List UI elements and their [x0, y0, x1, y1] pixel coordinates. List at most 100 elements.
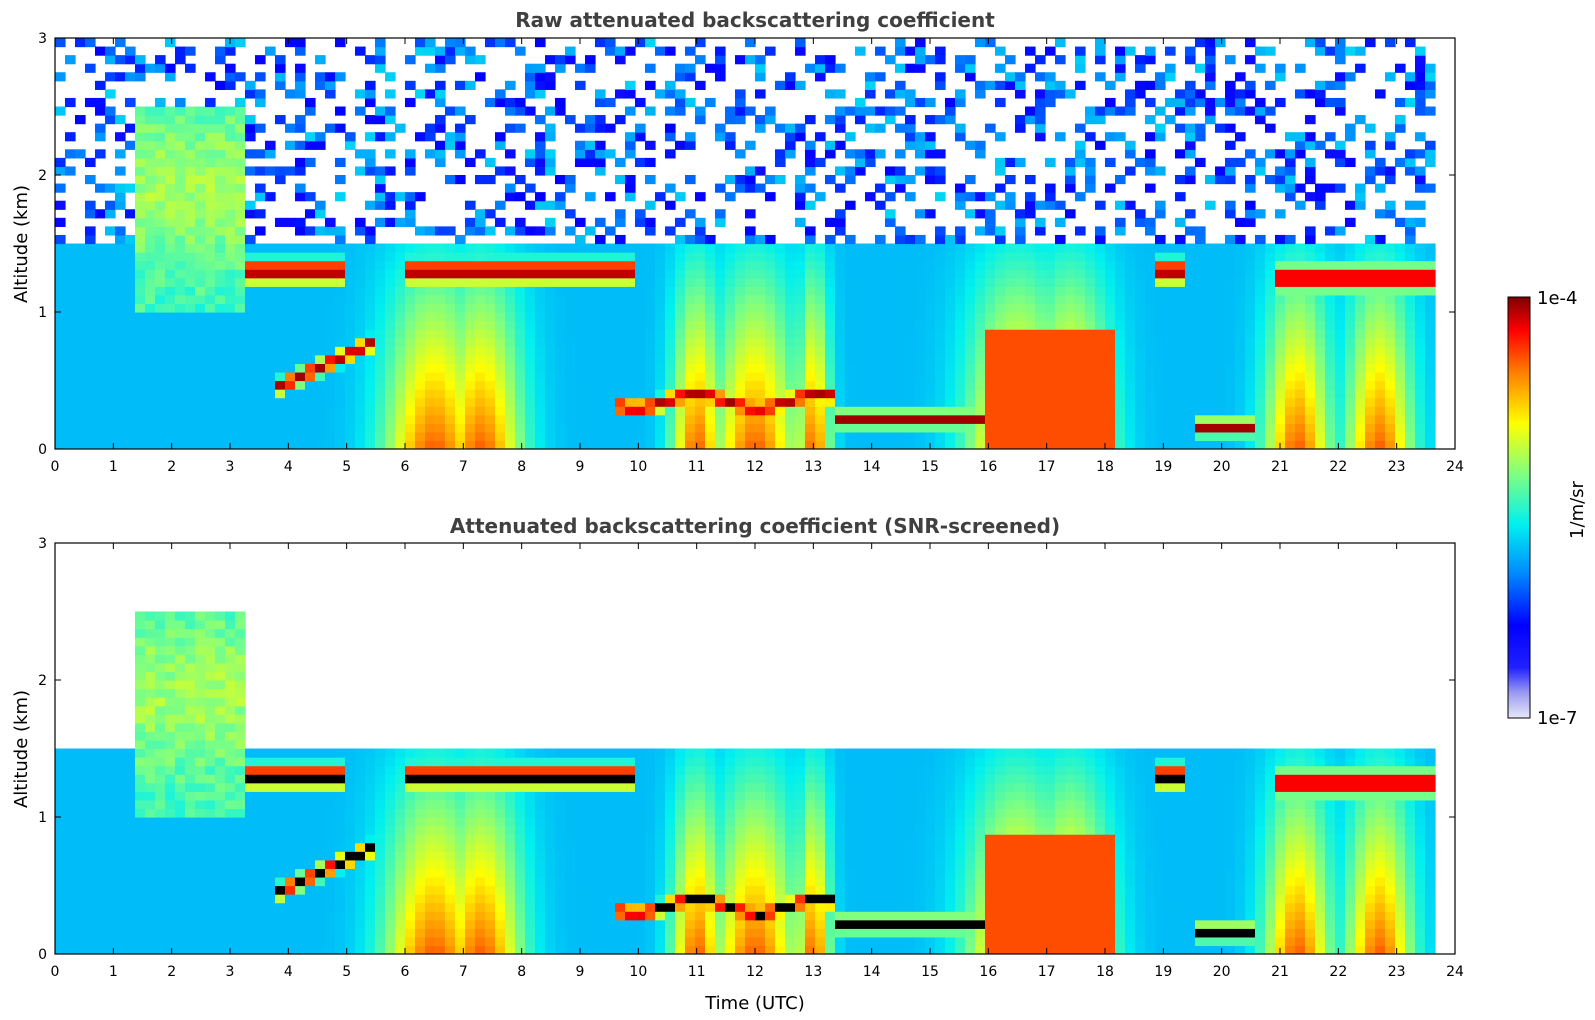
heatmap-cell [985, 346, 996, 356]
heatmap-cell [945, 329, 956, 339]
heatmap-cell [945, 243, 956, 253]
heatmap-cell [355, 354, 366, 364]
heatmap-cell [915, 286, 926, 296]
heatmap-cell [1195, 157, 1206, 168]
heatmap-cell [1235, 303, 1246, 313]
heatmap-cell [815, 260, 826, 270]
heatmap-cell [1225, 320, 1236, 330]
heatmap-cell [735, 89, 746, 99]
heatmap-cell [655, 277, 666, 287]
heatmap-cell [1215, 346, 1226, 356]
heatmap-cell [415, 380, 426, 390]
heatmap-cell [925, 132, 936, 142]
heatmap-cell [695, 320, 706, 330]
heatmap-cell [255, 423, 266, 433]
heatmap-cell [205, 97, 216, 108]
heatmap-cell [1185, 312, 1196, 322]
heatmap-cell [1325, 423, 1336, 433]
heatmap-cell [55, 902, 66, 912]
heatmap-cell [865, 346, 876, 356]
heatmap-cell [755, 406, 766, 416]
heatmap-cell [1415, 55, 1426, 65]
heatmap-cell [165, 192, 176, 202]
heatmap-cell [1305, 363, 1316, 373]
heatmap-cell [915, 371, 926, 382]
heatmap-cell [575, 389, 586, 399]
heatmap-cell [645, 303, 656, 313]
heatmap-cell [235, 346, 246, 356]
heatmap-cell [165, 209, 176, 219]
heatmap-cell [985, 209, 996, 219]
heatmap-cell [185, 286, 196, 296]
heatmap-cell [795, 337, 806, 347]
heatmap-cell [1065, 269, 1076, 279]
heatmap-cell [1355, 200, 1366, 210]
heatmap-cell [825, 346, 836, 356]
heatmap-cell [195, 226, 206, 236]
heatmap-cell [435, 329, 446, 339]
heatmap-cell [785, 423, 796, 433]
heatmap-cell [255, 354, 266, 364]
heatmap-cell [145, 799, 156, 810]
heatmap-cell [625, 192, 636, 202]
heatmap-cell [1425, 329, 1436, 339]
heatmap-cell [435, 97, 446, 108]
heatmap-cell [145, 132, 156, 142]
heatmap-cell [1425, 371, 1436, 382]
heatmap-cell [1065, 89, 1076, 99]
heatmap-cell [855, 363, 866, 373]
heatmap-cell [815, 312, 826, 322]
heatmap-cell [895, 46, 906, 56]
heatmap-cell [1055, 320, 1066, 330]
heatmap-cell [715, 337, 726, 347]
heatmap-cell [155, 389, 166, 399]
heatmap-cell [615, 440, 626, 449]
heatmap-cell [1135, 80, 1146, 90]
heatmap-cell [1105, 252, 1116, 262]
heatmap-cell [415, 269, 426, 279]
heatmap-cell [555, 106, 566, 116]
heatmap-cell [105, 834, 116, 844]
heatmap-cell [1265, 312, 1276, 322]
heatmap-cell [405, 209, 416, 219]
heatmap-cell [555, 440, 566, 449]
heatmap-cell [875, 440, 886, 449]
heatmap-cell [1395, 303, 1406, 313]
heatmap-cell [1025, 312, 1036, 322]
heatmap-cell [305, 440, 316, 449]
heatmap-cell [1065, 166, 1076, 176]
heatmap-cell [75, 911, 86, 921]
heatmap-cell [655, 423, 666, 433]
heatmap-cell [115, 757, 126, 767]
heatmap-cell [405, 157, 416, 168]
heatmap-cell [95, 808, 106, 818]
heatmap-cell [145, 115, 156, 125]
heatmap-cell [95, 885, 106, 895]
heatmap-cell [1205, 243, 1216, 253]
heatmap-cell [85, 286, 96, 296]
heatmap-cell [965, 337, 976, 347]
heatmap-cell [95, 936, 106, 947]
heatmap-cell [1245, 217, 1256, 227]
heatmap-cell [615, 209, 626, 219]
heatmap-cell [155, 294, 166, 305]
heatmap-cell [835, 320, 846, 330]
heatmap-cell [585, 389, 596, 399]
heatmap-cell [565, 431, 576, 442]
heatmap-cell [415, 38, 426, 48]
heatmap-cell [955, 226, 966, 236]
heatmap-cell [1175, 440, 1186, 449]
heatmap-cell [1095, 303, 1106, 313]
heatmap-cell [925, 406, 936, 416]
heatmap-cell [495, 132, 506, 142]
heatmap-cell [585, 286, 596, 296]
heatmap-cell [55, 414, 66, 424]
heatmap-cell [755, 89, 766, 99]
heatmap-cell [415, 286, 426, 296]
heatmap-cell [795, 269, 806, 279]
heatmap-cell [95, 294, 106, 305]
heatmap-cell [1055, 294, 1066, 305]
heatmap-cell [115, 842, 126, 852]
heatmap-cell [75, 303, 86, 313]
heatmap-cell [1275, 286, 1286, 296]
